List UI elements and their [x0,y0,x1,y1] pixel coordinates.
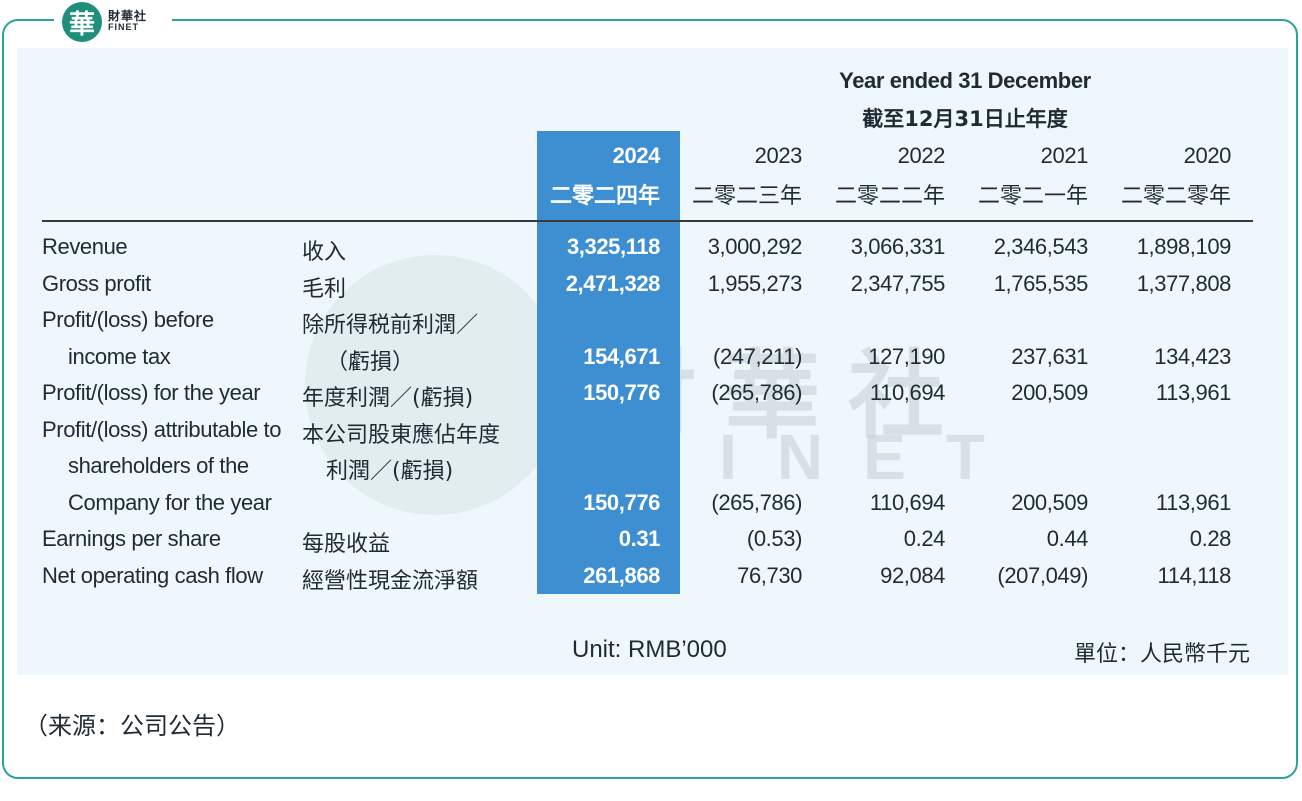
column-year-2023: 2023 [754,143,803,168]
cell-value: 1,898,109 [1136,234,1232,259]
cell-value: (265,786) [711,380,802,405]
cell-value: 200,509 [1011,489,1088,515]
row-label-cn: 年度利潤／(虧損) [302,386,474,411]
row-label-cn: 除所得税前利潤／ [302,313,479,338]
cell-value: 154,671 [583,343,660,369]
column-year-2020: 2020 [1183,143,1232,168]
column-year-cn-2024: 二零二四年 [549,184,660,209]
finet-logo: 華 財華社 FINET [54,0,172,44]
cell-value: (0.53) [746,526,802,551]
row-label-en: Gross profit [42,270,151,296]
cell-value: (207,049) [997,562,1088,588]
row-label-en: Profit/(loss) for the year [42,380,261,405]
row-label-en: Revenue [42,234,128,259]
cell-value: 114,118 [1157,562,1232,588]
cell-value: 134,423 [1154,343,1231,369]
period-title-cn: 截至12月31日止年度 [862,107,1068,131]
cell-value: 113,961 [1155,380,1231,405]
row-label-en: Profit/(loss) before [42,307,214,332]
cell-value: 261,868 [583,562,660,588]
period-title-en: Year ended 31 December [839,68,1091,93]
cell-value: 113,961 [1155,489,1231,515]
column-year-cn-2021: 二零二一年 [977,184,1088,209]
cell-value: 3,325,118 [566,234,660,259]
column-year-2022: 2022 [897,143,946,168]
row-label-en: income tax [68,343,171,369]
cell-value: 0.31 [618,526,661,551]
cell-value: 3,066,331 [850,234,946,259]
logo-emblem-icon: 華 [62,2,102,42]
cell-value: 92,084 [880,562,945,588]
cell-value: 0.24 [903,526,946,551]
column-year-cn-2023: 二零二三年 [691,184,802,209]
source-note: （来源：公司公告） [24,712,240,740]
cell-value: 150,776 [583,489,660,515]
row-label-en: Net operating cash flow [42,562,263,588]
cell-value: 2,471,328 [565,270,661,296]
cell-value: 110,694 [869,380,945,405]
highlight-column-2024 [537,131,680,594]
row-label-cn: 本公司股東應佔年度 [302,422,501,448]
cell-value: 200,509 [1011,380,1088,405]
cell-value: (247,211) [713,343,802,369]
watermark-emblem-icon [305,255,565,515]
row-label-cn: 利潤／(虧損) [326,459,454,484]
column-year-cn-2020: 二零二零年 [1120,184,1231,209]
row-label-cn: （虧損） [326,349,415,375]
unit-label-cn: 單位：人民幣千元 [1073,642,1250,667]
cell-value: 0.28 [1189,526,1232,551]
row-label-en: Company for the year [68,489,272,515]
row-label-en: shareholders of the [68,453,249,478]
cell-value: 0.44 [1046,526,1089,551]
column-year-2021: 2021 [1040,143,1089,168]
column-year-2024: 2024 [612,143,661,168]
cell-value: 2,347,755 [850,270,946,296]
row-label-en: Profit/(loss) attributable to [42,416,282,442]
row-label-cn: 收入 [302,240,347,265]
cell-value: 3,000,292 [707,234,803,259]
cell-value: 2,346,543 [993,234,1089,259]
cell-value: (265,786) [711,489,802,515]
header-divider [42,220,1253,222]
cell-value: 1,377,808 [1136,270,1232,296]
row-label-cn: 毛利 [302,276,347,302]
cell-value: 110,694 [869,489,945,515]
logo-en-text: FINET [108,22,139,32]
cell-value: 76,730 [737,562,802,588]
row-label-cn: 每股收益 [302,532,391,557]
logo-cn-text: 財華社 [108,9,148,23]
unit-label-en: Unit: RMB’000 [572,636,727,663]
watermark-en: FINET [640,421,1025,493]
outer-frame [2,19,1298,779]
row-label-cn: 經營性現金流淨額 [302,568,479,594]
cell-value: 1,765,535 [993,270,1089,296]
column-year-cn-2022: 二零二二年 [834,184,945,209]
cell-value: 237,631 [1011,343,1088,369]
row-label-en: Earnings per share [42,526,221,551]
cell-value: 1,955,273 [707,270,803,296]
cell-value: 150,776 [583,380,660,405]
cell-value: 127,190 [868,343,945,369]
